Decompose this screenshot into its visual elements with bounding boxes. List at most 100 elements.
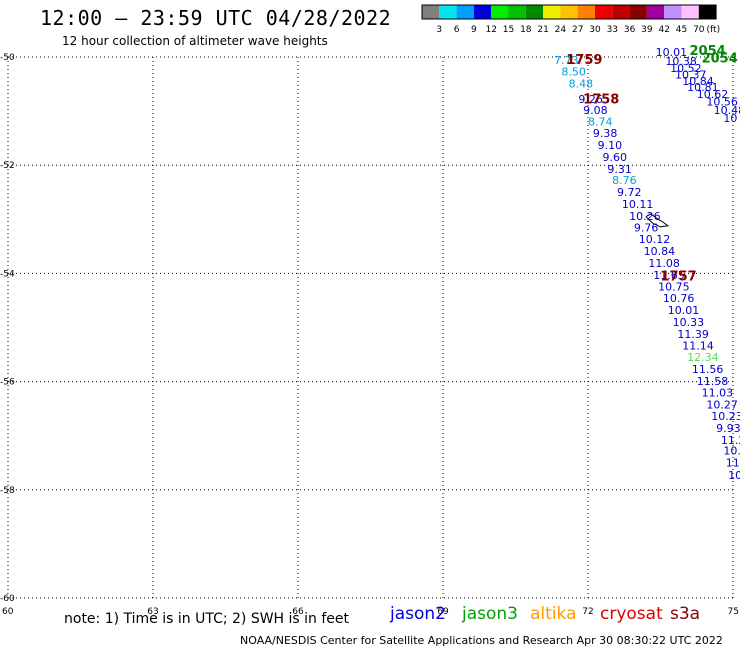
y-tick-label: -60 [0, 594, 15, 604]
satellite-jason3: jason3 [462, 604, 518, 624]
pass-time-label: 1759 [566, 53, 602, 68]
wave-height-value: 12.34 [687, 351, 719, 364]
legend-swatch [646, 5, 665, 19]
pass-time-label: 2054 [702, 51, 738, 66]
wave-height-value: 11.14 [682, 340, 714, 353]
wave-height-value: 8.74 [588, 116, 613, 129]
legend-tick-label: 21 [537, 25, 548, 35]
wave-height-value: 11.08 [648, 257, 680, 270]
satellite-cryosat: cryosat [600, 604, 663, 624]
legend-tick-label: 24 [555, 25, 567, 35]
wave-height-value: 9.31 [607, 163, 632, 176]
wave-height-value: 11.03 [702, 387, 734, 400]
wave-height-value: 9.10 [598, 139, 623, 152]
x-tick-label: 66 [292, 607, 304, 617]
legend-tick-label: 42 [658, 25, 669, 35]
legend-tick-label: 15 [503, 25, 514, 35]
legend-swatch [543, 5, 561, 19]
legend-swatch [422, 5, 440, 19]
wave-height-value: 11.4 [726, 457, 740, 470]
pass-time-label: 1757 [661, 269, 697, 284]
legend-swatch [577, 5, 595, 19]
satellite-altika: altika [530, 604, 577, 624]
wave-height-value: 10.37 [675, 69, 707, 82]
wave-height-value: 11.39 [677, 328, 709, 341]
legend-swatch [456, 5, 474, 19]
pass-time-label: 2054 [690, 44, 726, 59]
legend-tick-label: 33 [607, 25, 618, 35]
wave-height-value: 10.56 [706, 96, 738, 109]
x-tick-label: 69 [437, 607, 449, 617]
wave-height-value: 8.50 [561, 65, 586, 78]
wave-height-value: 8.48 [569, 77, 594, 90]
y-tick-label: -52 [0, 161, 15, 171]
wave-height-value: 10.26 [629, 210, 661, 223]
wave-height-value: 11.58 [697, 375, 729, 388]
legend-swatch [612, 5, 630, 19]
wave-height-value: 10.23 [711, 410, 740, 423]
legend-tick-label: 36 [624, 25, 636, 35]
legend-swatch [473, 5, 492, 19]
legend-swatch [491, 5, 509, 19]
y-tick-label: -54 [0, 269, 15, 279]
wave-height-value: 10.01 [668, 304, 700, 317]
wave-height-value: 10 [728, 469, 740, 482]
grid-lines [7, 56, 734, 599]
legend-tick-label: 39 [641, 25, 653, 35]
wave-height-value: 10.01 [656, 46, 688, 59]
legend-tick-label: 30 [589, 25, 601, 35]
wave-height-value: 9.60 [603, 151, 628, 164]
wave-height-value: 7.73 [554, 54, 579, 67]
legend-tick-label: 9 [471, 25, 477, 35]
legend-swatch [664, 5, 682, 19]
pass-time-label: 1758 [583, 93, 619, 108]
wave-height-value: 9.26 [578, 93, 603, 106]
y-tick-label: -50 [0, 53, 15, 63]
wave-height-value: 10.9 [723, 445, 740, 458]
legend-swatch [681, 5, 699, 19]
x-tick-label: 63 [147, 607, 158, 617]
wave-height-value: 9.72 [617, 186, 642, 199]
satellite-s3a: s3a [670, 604, 701, 624]
legend-tick-label: 18 [520, 25, 532, 35]
x-tick-label: 72 [582, 607, 593, 617]
color-legend: 3 6 9 12 15 18 21 24 27 30 33 36 39 42 45 70 (ft) [421, 4, 720, 35]
wave-height-value: 9.08 [583, 104, 608, 117]
wave-height-value: 9.76 [634, 222, 659, 235]
wave-height-value: 10.76 [663, 292, 695, 305]
page-title: 12:00 — 23:59 UTC 04/28/2022 [40, 6, 392, 30]
wave-height-value: 10.75 [658, 281, 690, 294]
legend-swatch [439, 5, 457, 19]
island-outline [645, 213, 670, 228]
wave-height-value: 8.76 [612, 174, 637, 187]
legend-tick-label: 12 [485, 25, 496, 35]
legend-tick-label: 45 [676, 25, 687, 35]
wave-height-value: 10.27 [706, 399, 738, 412]
wave-height-value: 10.38 [665, 55, 697, 68]
wave-height-value: 11.29 [721, 434, 740, 447]
legend-swatch [560, 5, 578, 19]
legend-swatch [629, 5, 647, 19]
wave-height-value: 11.65 [653, 269, 685, 282]
wave-height-value: 10.84 [644, 245, 676, 258]
wave-height-value: 10 [723, 112, 737, 125]
x-tick-label: 60 [2, 607, 14, 617]
wave-height-value: 9.93 [716, 422, 740, 435]
x-tick-label: 75 [728, 607, 739, 617]
wave-height-value: 10.52 [670, 62, 702, 75]
wave-height-value: 10.62 [697, 88, 729, 101]
satellite-jason2: jason2 [390, 604, 446, 624]
wave-height-value: 10.33 [673, 316, 705, 329]
legend-tick-label: 70 [693, 25, 705, 35]
legend-swatch [508, 5, 526, 19]
y-tick-label: -58 [0, 486, 15, 496]
wave-height-value: 10.48 [714, 104, 740, 117]
wave-height-value: 10.11 [622, 198, 654, 211]
wave-height-value: 10.84 [682, 75, 714, 88]
legend-tick-label: 3 [436, 25, 442, 35]
page-subtitle: 12 hour collection of altimeter wave hei… [62, 34, 328, 48]
legend-tick-label: 6 [454, 25, 460, 35]
legend-swatch [595, 5, 613, 19]
wave-height-value: 10.12 [639, 233, 671, 246]
